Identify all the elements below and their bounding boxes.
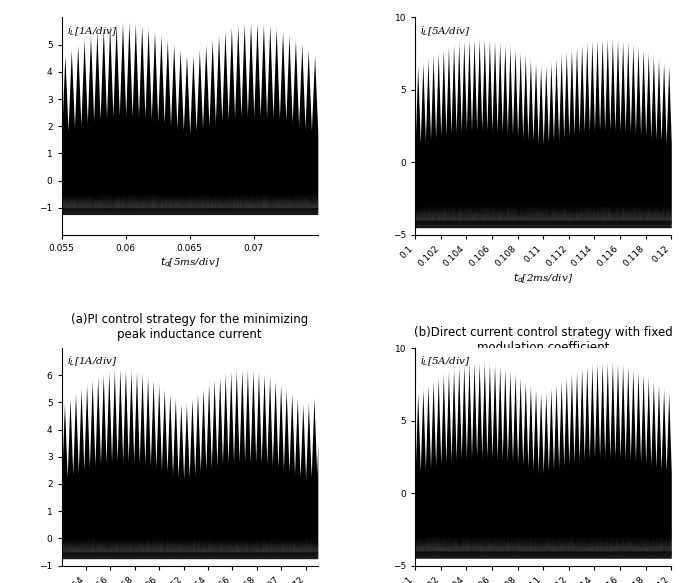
Text: $i_{L}$[1A/div]: $i_{L}$[1A/div] — [66, 354, 118, 368]
Text: $i_{L}$[5A/div]: $i_{L}$[5A/div] — [421, 354, 471, 368]
X-axis label: $t_d$[5ms/div]: $t_d$[5ms/div] — [160, 256, 220, 269]
Text: (a)PI control strategy for the minimizing
peak inductance current: (a)PI control strategy for the minimizin… — [71, 313, 308, 341]
Text: $i_{L}$[5A/div]: $i_{L}$[5A/div] — [421, 24, 471, 38]
Text: $i_{L}$[1A/div]: $i_{L}$[1A/div] — [66, 24, 118, 38]
Text: (b)Direct current control strategy with fixed
modulation coefficient: (b)Direct current control strategy with … — [414, 326, 673, 354]
X-axis label: $t_d$[2ms/div]: $t_d$[2ms/div] — [513, 272, 573, 285]
